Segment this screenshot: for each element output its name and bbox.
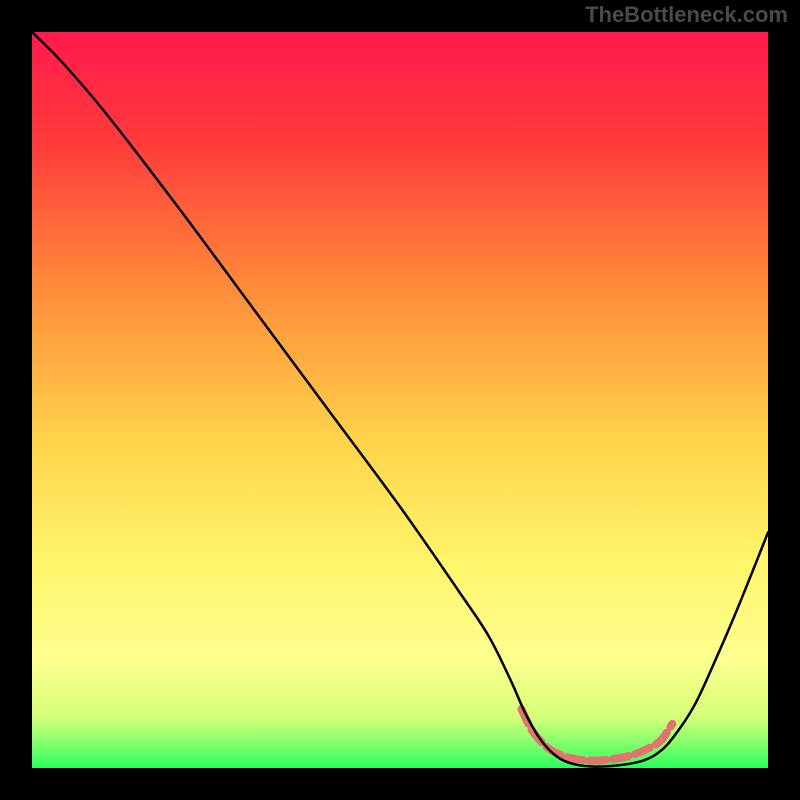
gradient-background	[32, 32, 768, 768]
bottleneck-chart	[0, 0, 800, 800]
chart-container: TheBottleneck.com	[0, 0, 800, 800]
watermark-text: TheBottleneck.com	[585, 2, 788, 28]
